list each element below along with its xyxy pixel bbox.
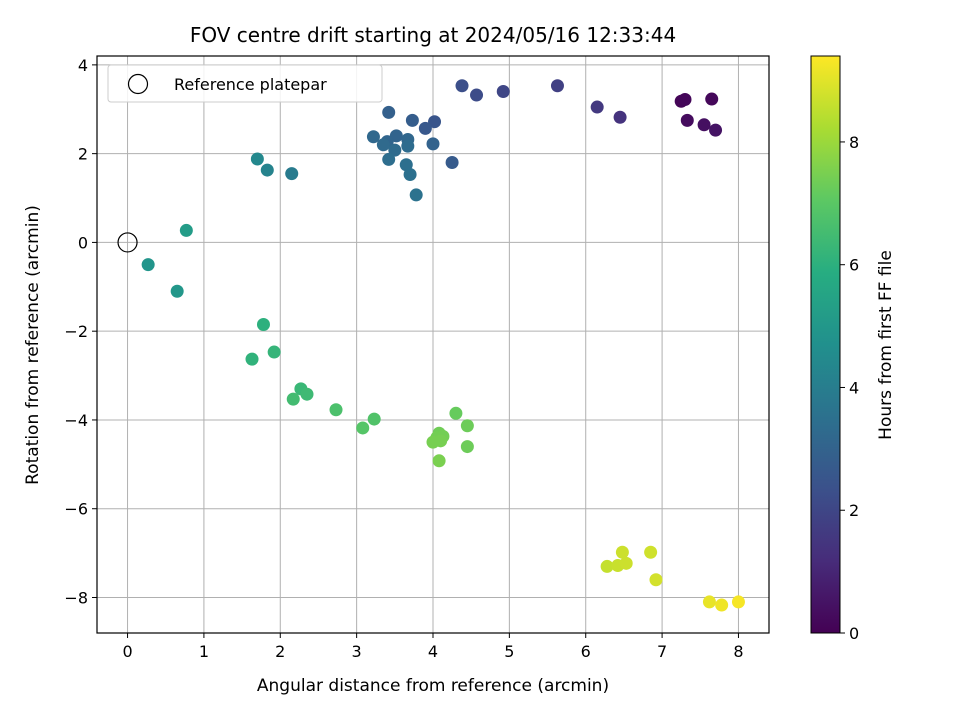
data-point [285,167,299,181]
colorbar-ticks: 0 2 4 6 8 [840,133,859,643]
x-tick-label: 6 [581,642,591,661]
data-point [613,110,627,124]
x-tick-label: 2 [275,642,285,661]
data-point [434,434,448,448]
y-tick-label: −8 [64,588,88,607]
data-point [619,556,633,570]
x-tick-label: 0 [122,642,132,661]
data-point [678,92,692,106]
x-axis-label: Angular distance from reference (arcmin) [257,676,609,696]
colorbar-tick-label: 4 [849,378,859,397]
data-point [260,163,274,177]
colorbar-tick-label: 2 [849,501,859,520]
data-point [141,258,155,272]
data-point [405,113,419,127]
legend-marker-open-circle [127,73,149,95]
data-point [245,352,259,366]
legend-entry-label: Reference platepar [174,75,327,94]
x-tick-label: 5 [504,642,514,661]
data-points [117,79,745,612]
y-tick-label: −2 [64,322,88,341]
data-point [300,387,314,401]
data-point [403,168,417,182]
legend-box [107,64,383,103]
data-point [426,137,440,151]
reference-platepar-marker [117,232,138,253]
data-point [470,88,484,102]
x-tick-label: 1 [199,642,209,661]
data-point [615,545,629,559]
data-point [179,223,193,237]
colorbar-tick-label: 8 [849,133,859,152]
x-tick-label: 3 [352,642,362,661]
grid-lines [97,56,769,633]
data-point [432,454,446,468]
data-point [399,158,413,172]
data-point [329,403,343,417]
data-point [496,85,510,99]
data-point [644,545,658,559]
data-point [376,138,390,152]
data-point [709,123,723,137]
colorbar-tick-label: 0 [849,624,859,643]
data-point [267,345,281,359]
data-point [460,419,474,433]
data-point [460,440,474,454]
data-point [680,113,694,127]
chart-title: FOV centre drift starting at 2024/05/16 … [190,23,676,47]
data-point [418,121,432,135]
y-tick-label: 0 [78,233,88,252]
x-axis-ticks: 0 1 2 3 4 5 6 7 8 [122,633,744,661]
data-point [455,79,469,93]
y-tick-label: 4 [78,56,88,75]
y-tick-label: −4 [64,411,88,430]
data-point [382,105,396,119]
data-point [715,598,729,612]
data-point [401,139,415,153]
colorbar: 0 2 4 6 8 Hours from first FF file [810,55,896,643]
data-point [449,406,463,420]
data-point [409,188,423,202]
data-point [600,559,614,573]
data-point [382,152,396,166]
data-point [170,284,184,298]
colorbar-gradient [810,55,841,634]
colorbar-tick-label: 6 [849,256,859,275]
data-point [250,152,264,166]
data-point [731,595,745,609]
data-point [286,392,300,406]
y-axis-label: Rotation from reference (arcmin) [23,205,43,485]
x-tick-label: 4 [428,642,438,661]
data-point [388,143,402,157]
colorbar-label: Hours from first FF file [876,250,896,440]
x-tick-label: 8 [733,642,743,661]
data-point [590,100,604,114]
y-tick-label: 2 [78,145,88,164]
data-point [445,156,459,170]
data-point [702,595,716,609]
data-point [356,421,370,435]
data-point [256,318,270,332]
data-point [550,79,564,93]
legend: Reference platepar [107,64,383,103]
x-tick-label: 7 [657,642,667,661]
data-point [428,115,442,129]
data-point [705,92,719,106]
data-point [367,412,381,426]
data-point [697,118,711,132]
data-point [649,573,663,587]
data-point [366,130,380,144]
y-axis-ticks: −8 −6 −4 −2 0 2 4 [64,56,97,607]
y-tick-label: −6 [64,500,88,519]
